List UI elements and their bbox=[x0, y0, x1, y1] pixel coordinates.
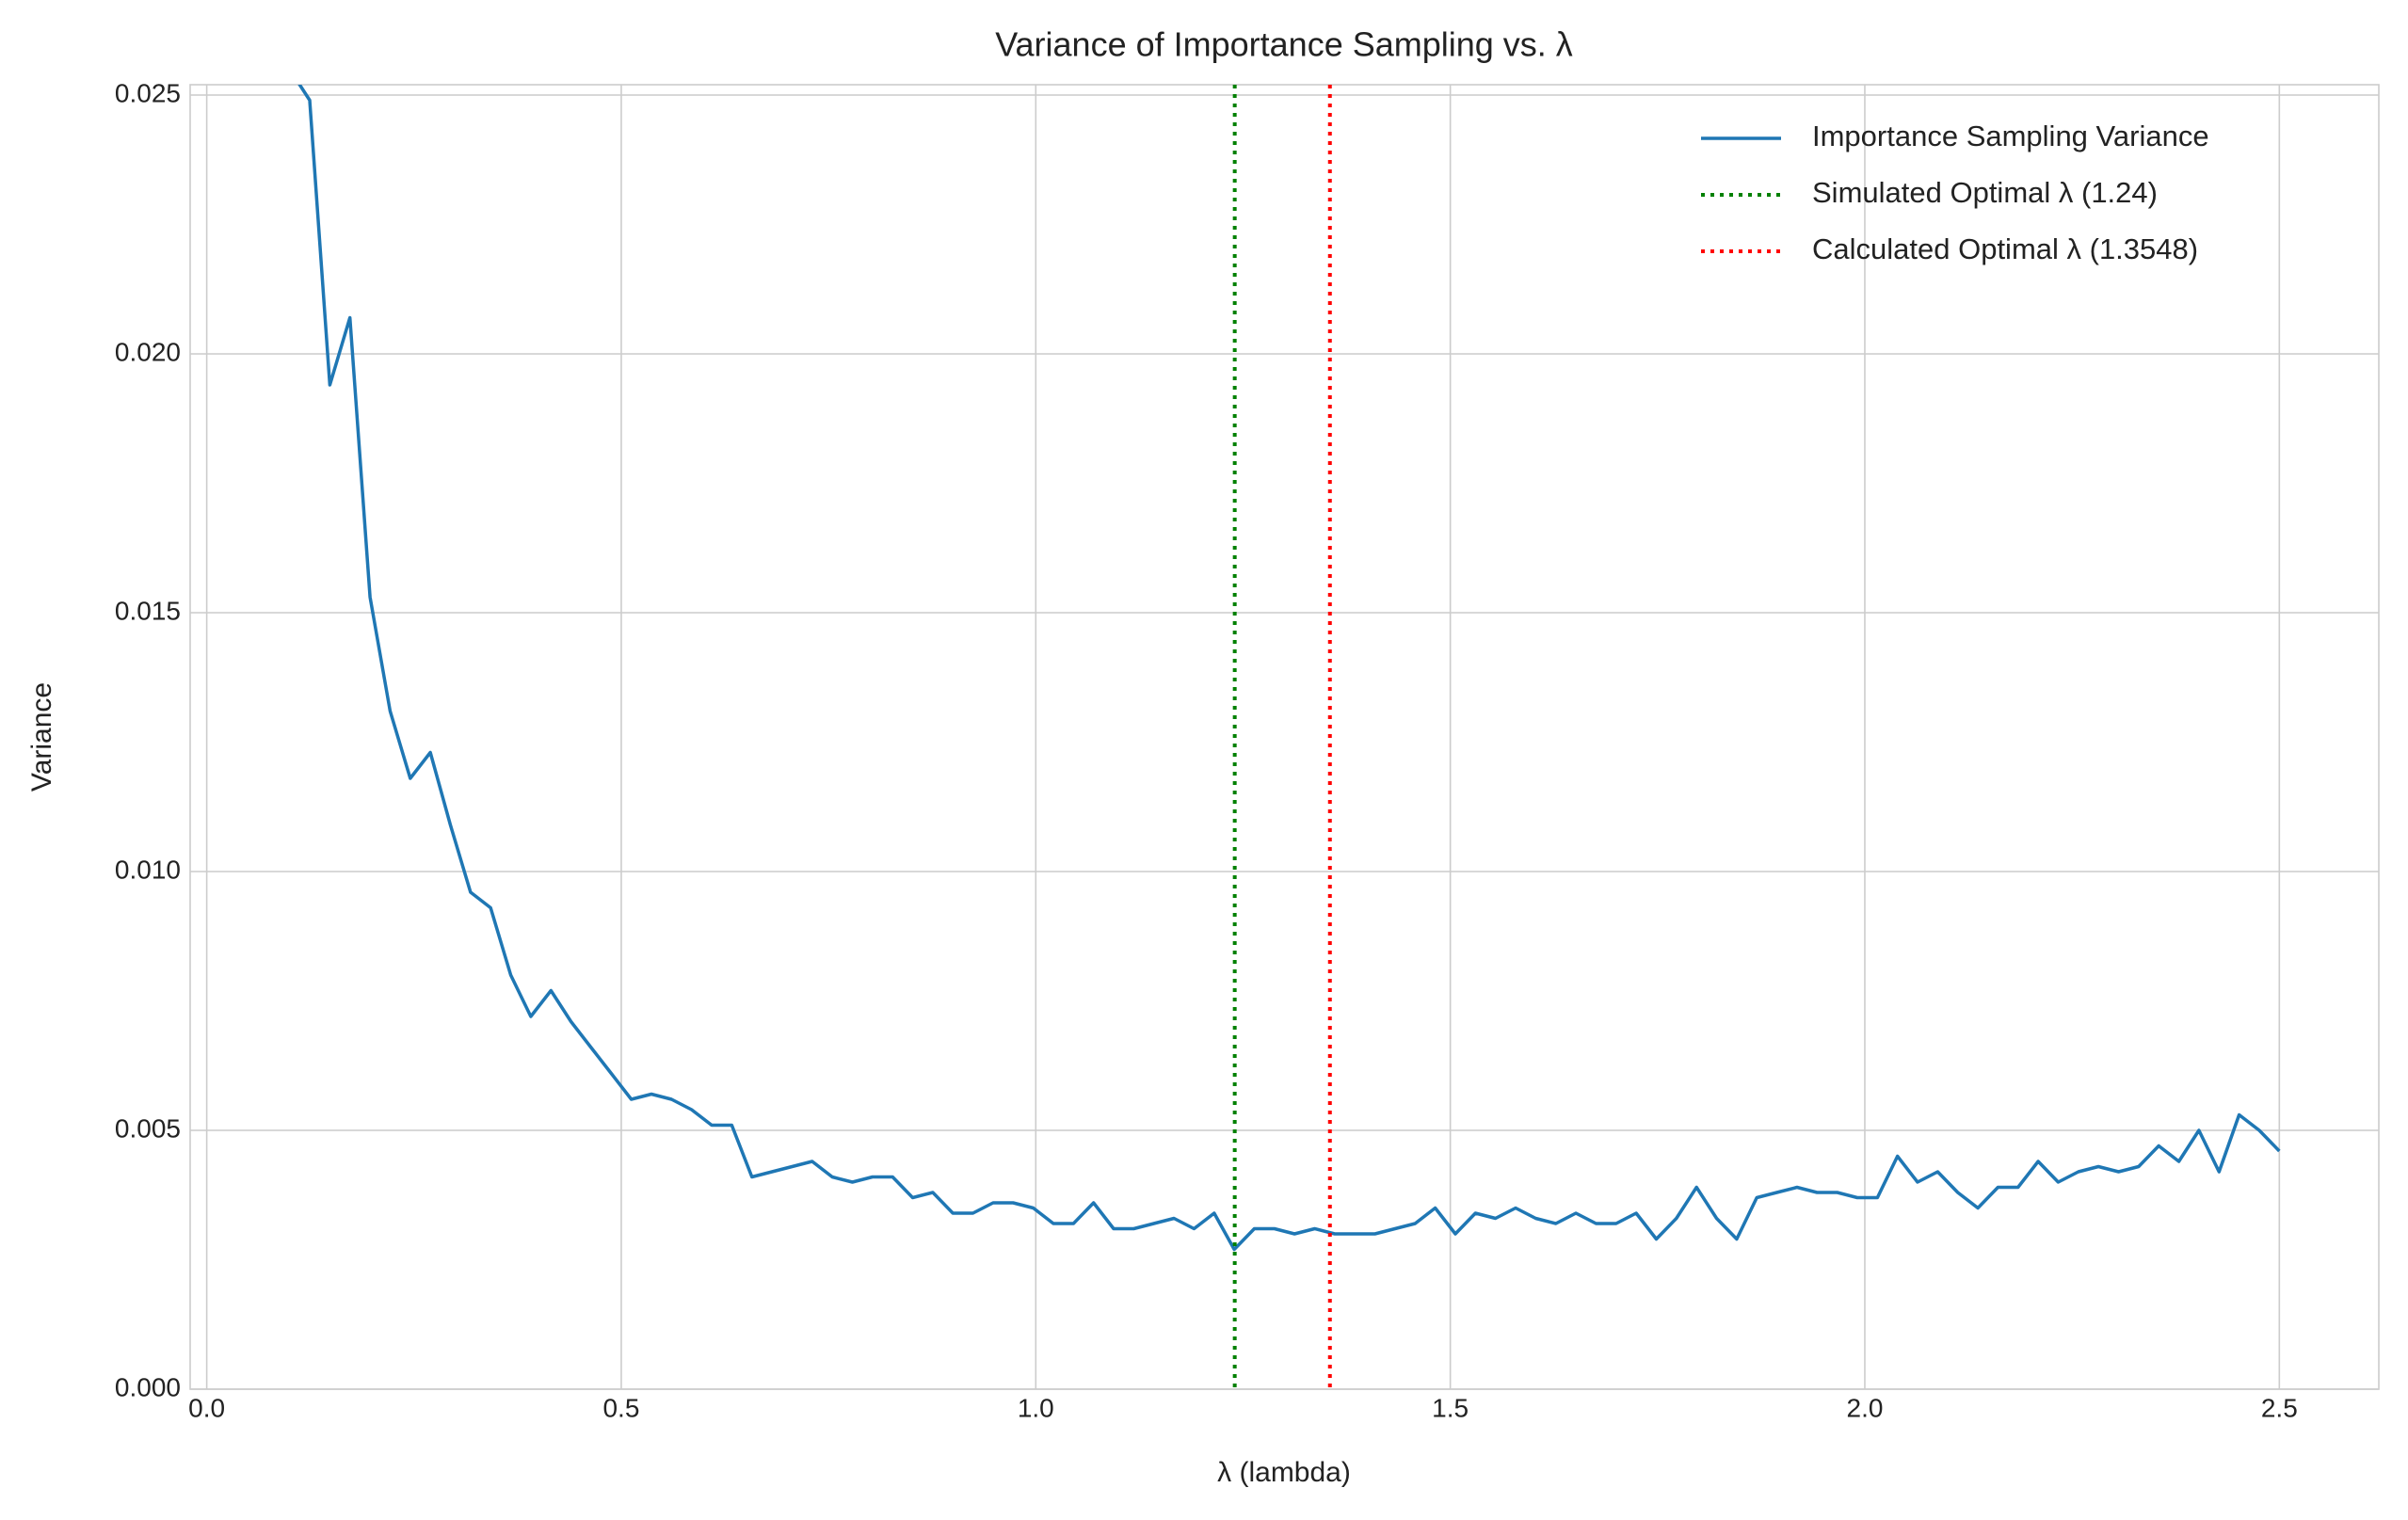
x-tick-label: 0.0 bbox=[188, 1393, 225, 1422]
chart-title: Variance of Importance Sampling vs. λ bbox=[995, 25, 1573, 64]
legend-label: Simulated Optimal λ (1.24) bbox=[1812, 176, 2158, 209]
x-axis-label: λ (lambda) bbox=[1217, 1457, 1351, 1488]
y-tick-label: 0.005 bbox=[115, 1113, 181, 1143]
plot-area bbox=[297, 85, 2281, 1389]
y-tick-label: 0.015 bbox=[115, 596, 181, 625]
x-tick-label: 1.0 bbox=[1018, 1393, 1054, 1422]
y-tick-label: 0.020 bbox=[115, 337, 181, 366]
x-tick-label: 1.5 bbox=[1432, 1393, 1469, 1422]
plot-frame bbox=[189, 84, 2380, 1390]
legend-label: Calculated Optimal λ (1.3548) bbox=[1812, 232, 2198, 265]
data-line bbox=[297, 85, 2281, 1252]
y-tick-label: 0.010 bbox=[115, 855, 181, 884]
x-tick-label: 0.5 bbox=[602, 1393, 639, 1422]
y-tick-label: 0.025 bbox=[115, 78, 181, 107]
x-tick-label: 2.0 bbox=[1847, 1393, 1884, 1422]
y-axis-label: Variance bbox=[26, 682, 57, 792]
legend-label: Importance Sampling Variance bbox=[1812, 120, 2209, 152]
x-tick-label: 2.5 bbox=[2261, 1393, 2298, 1422]
y-tick-label: 0.000 bbox=[115, 1372, 181, 1401]
